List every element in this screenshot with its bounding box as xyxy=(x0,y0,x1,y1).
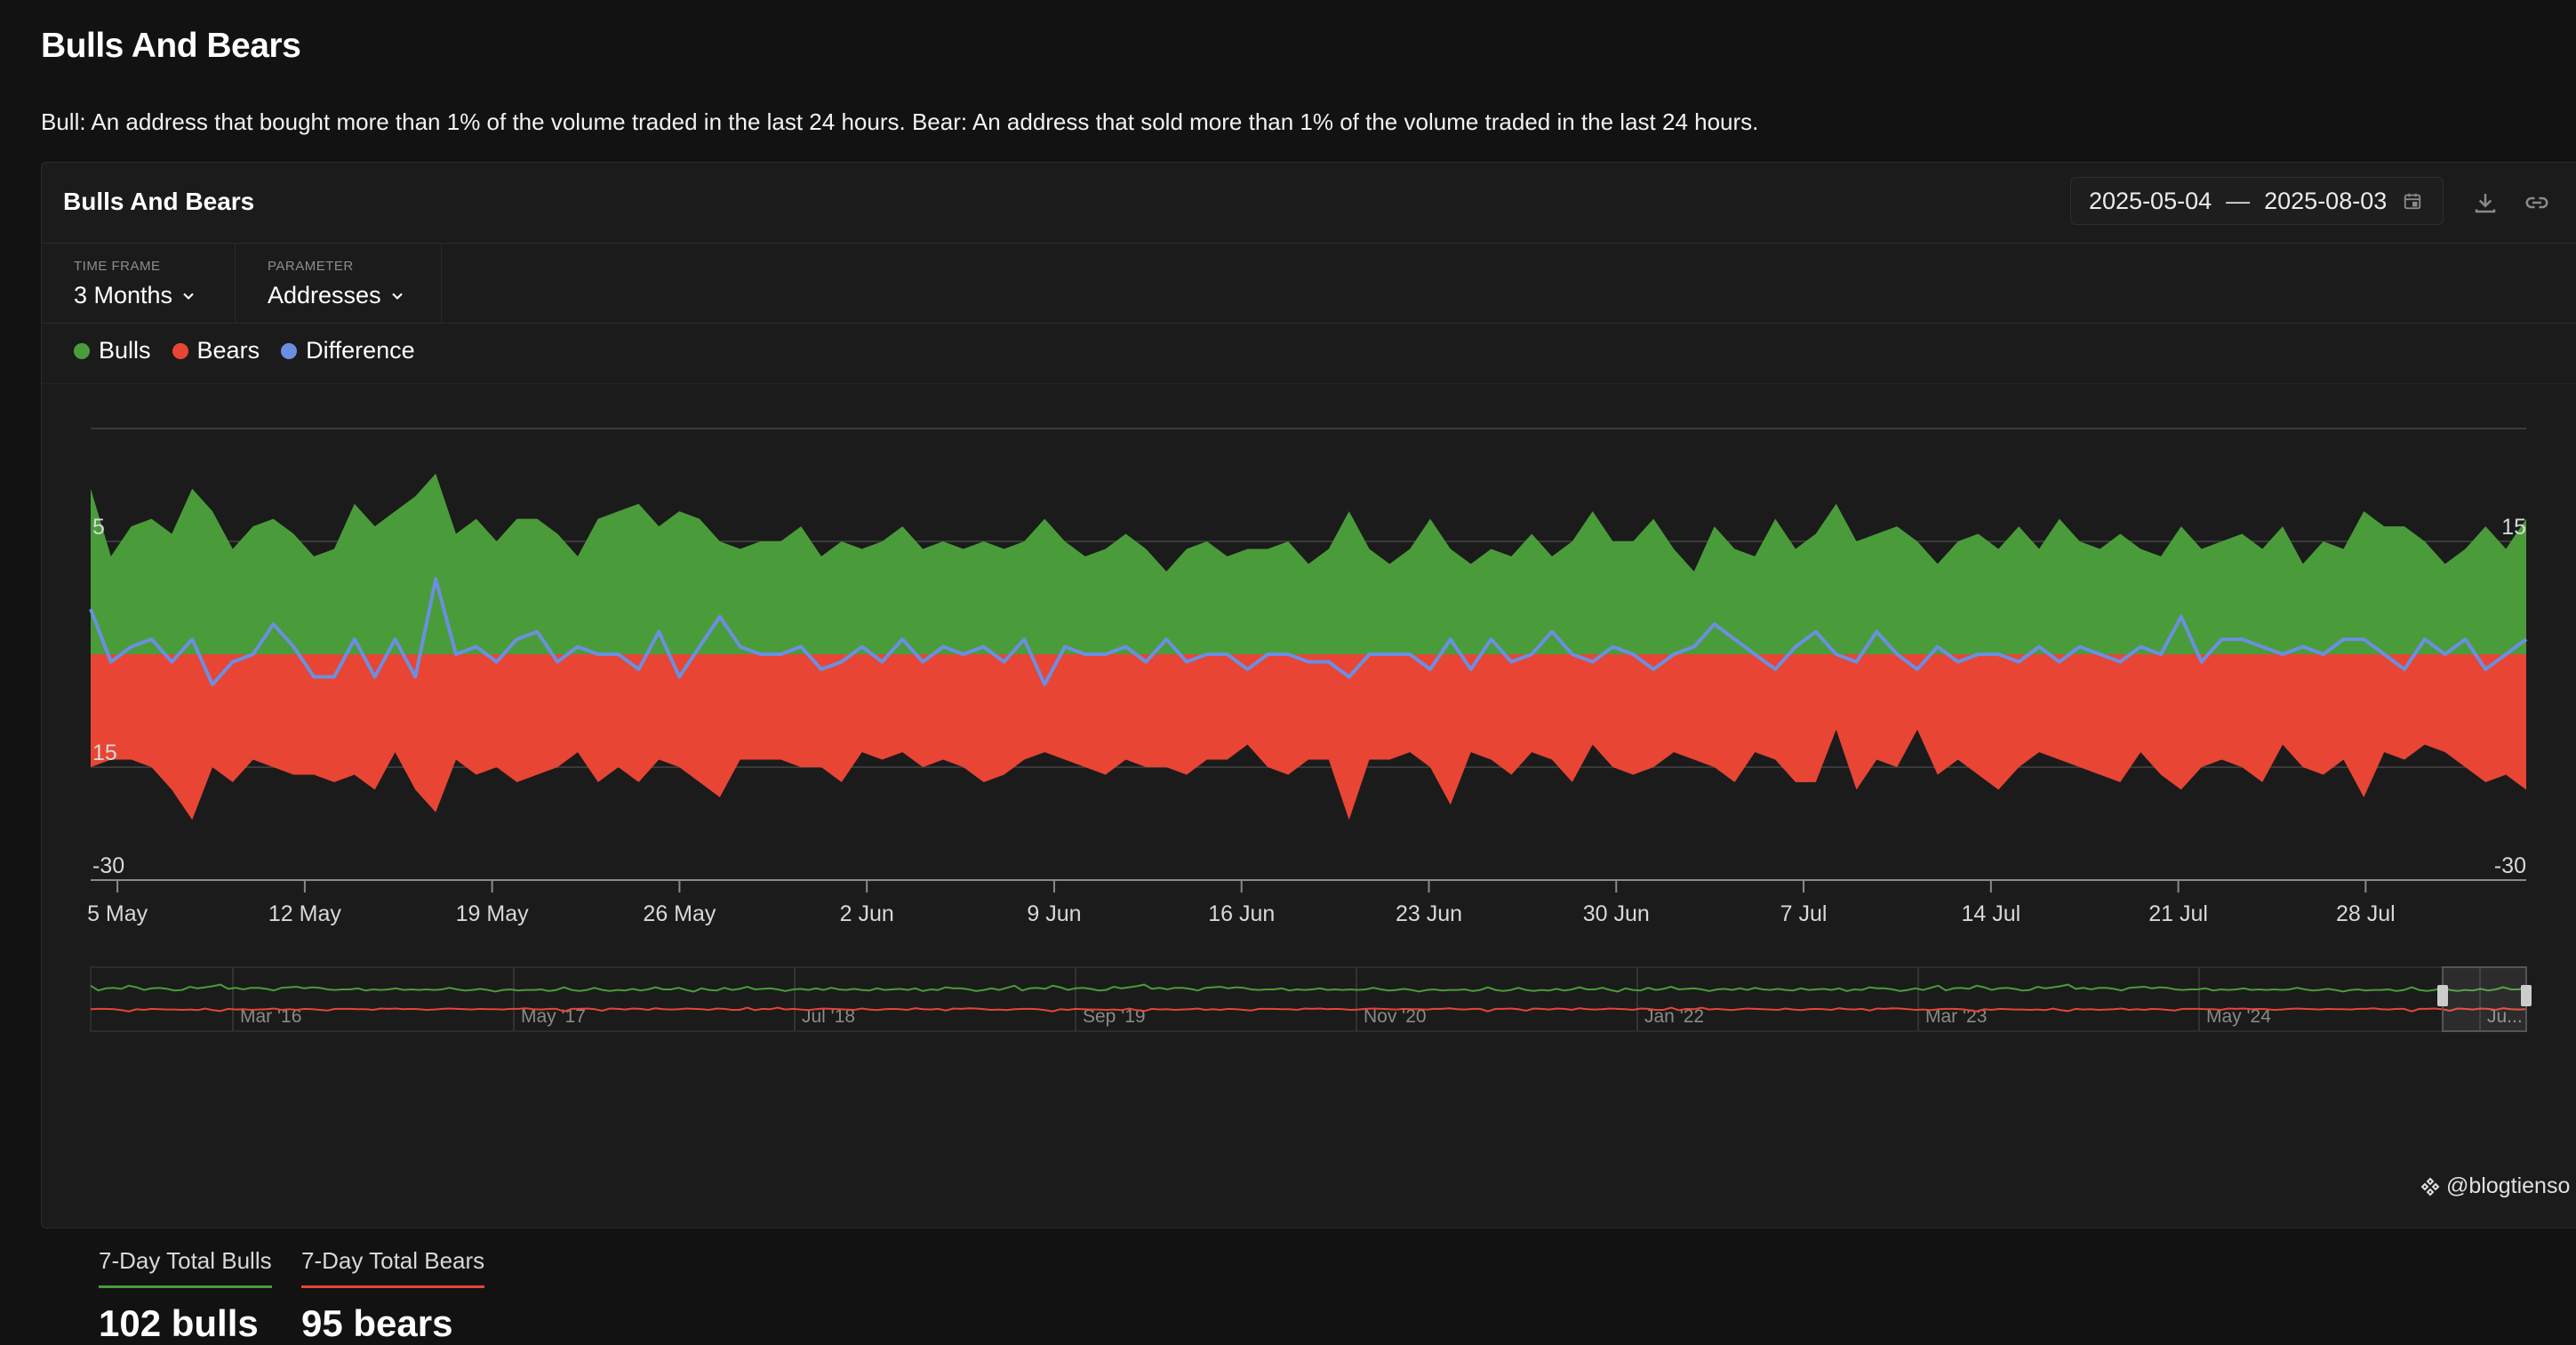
x-tick-label: 12 May xyxy=(268,901,341,926)
y-tick-label-left: -30 xyxy=(92,853,124,878)
stat-tab-bulls[interactable]: 7-Day Total Bulls xyxy=(99,1247,272,1288)
chevron-down-icon xyxy=(183,292,194,300)
parameter-dropdown[interactable]: Addresses xyxy=(268,282,406,309)
legend-dot-difference xyxy=(281,342,298,359)
navigator-label: May '17 xyxy=(521,1006,586,1027)
navigator-bears-line xyxy=(90,1006,2527,1013)
watermark-text: @blogtienso xyxy=(2446,1173,2571,1198)
date-separator: — xyxy=(2226,187,2251,214)
page-title: Bulls And Bears xyxy=(41,27,301,65)
navigator-bulls-line xyxy=(90,983,2527,993)
binance-logo-icon xyxy=(2420,1177,2440,1196)
x-tick-label: 19 May xyxy=(456,901,529,926)
x-tick-label: 28 Jul xyxy=(2336,901,2396,926)
chart-legend: Bulls Bears Difference xyxy=(74,337,415,364)
stat-tab-bears[interactable]: 7-Day Total Bears xyxy=(301,1247,485,1288)
download-icon[interactable] xyxy=(2472,189,2499,216)
navigator-label: Sep '19 xyxy=(1083,1006,1146,1027)
calendar-icon[interactable] xyxy=(2403,191,2422,211)
legend-item-bears[interactable]: Bears xyxy=(172,337,260,364)
parameter-label: PARAMETER xyxy=(268,259,354,274)
legend-label-bears: Bears xyxy=(196,337,260,364)
parameter-value: Addresses xyxy=(268,282,381,308)
y-tick-label-right: -30 xyxy=(2494,853,2526,878)
date-start: 2025-05-04 xyxy=(2089,187,2212,214)
navigator-frame xyxy=(90,966,2527,1032)
legend-item-difference[interactable]: Difference xyxy=(281,337,415,364)
bulls-area xyxy=(91,473,2526,654)
timeframe-dropdown[interactable]: 3 Months xyxy=(74,282,197,309)
x-tick-label: 14 Jul xyxy=(1961,901,2020,926)
timeframe-label: TIME FRAME xyxy=(74,259,161,274)
chevron-down-icon xyxy=(391,292,403,300)
y-tick-label-left: 5 xyxy=(92,515,105,540)
legend-label-difference: Difference xyxy=(306,337,415,364)
x-tick-label: 7 Jul xyxy=(1780,901,1828,926)
bulls-bears-chart[interactable]: 5 May 12 May 19 May 26 May 2 Jun 9 Jun 16 Jun 2… xyxy=(0,0,2576,1067)
x-tick-label: 21 Jul xyxy=(2148,901,2208,926)
legend-divider xyxy=(42,383,2576,384)
navigator-label: May '24 xyxy=(2206,1006,2271,1027)
navigator-selection xyxy=(2442,966,2527,1032)
x-tick-label: 16 Jun xyxy=(1208,901,1275,926)
watermark: @blogtienso xyxy=(2420,1173,2570,1199)
x-tick-label: 5 May xyxy=(87,901,148,926)
link-icon[interactable] xyxy=(2524,189,2550,216)
timeframe-value: 3 Months xyxy=(74,282,173,308)
legend-item-bulls[interactable]: Bulls xyxy=(74,337,151,364)
timeframe-selector[interactable]: TIME FRAME 3 Months xyxy=(42,243,236,323)
x-tick-label: 9 Jun xyxy=(1027,901,1081,926)
parameter-selector[interactable]: PARAMETER Addresses xyxy=(236,243,442,323)
y-tick-label-left: 15 xyxy=(92,741,117,765)
chart-controls: TIME FRAME 3 Months PARAMETER Addresses xyxy=(42,243,2576,324)
navigator-label: Jan '22 xyxy=(1644,1006,1704,1027)
stat-value-bulls: 102 bulls xyxy=(99,1302,259,1344)
navigator-label: Ju... xyxy=(2487,1006,2523,1027)
legend-dot-bears xyxy=(172,342,188,359)
stat-value-bears: 95 bears xyxy=(301,1302,453,1344)
navigator-label: Mar '16 xyxy=(240,1006,301,1027)
x-tick-label: 23 Jun xyxy=(1396,901,1462,926)
date-end: 2025-08-03 xyxy=(2264,187,2388,214)
x-tick-label: 30 Jun xyxy=(1583,901,1650,926)
navigator-handle-left xyxy=(2437,985,2448,1006)
page-description: Bull: An address that bought more than 1… xyxy=(41,108,1759,135)
card-title: Bulls And Bears xyxy=(63,188,255,215)
difference-line xyxy=(89,577,2528,686)
y-tick-label-right: 15 xyxy=(2501,515,2526,540)
navigator-label: Nov '20 xyxy=(1364,1006,1427,1027)
navigator-handle-right xyxy=(2521,985,2532,1006)
x-tick-label: 26 May xyxy=(643,901,716,926)
date-range-picker[interactable]: 2025-05-04 — 2025-08-03 xyxy=(2070,177,2444,225)
x-tick-label: 2 Jun xyxy=(840,901,894,926)
legend-dot-bulls xyxy=(74,342,90,359)
legend-label-bulls: Bulls xyxy=(99,337,151,364)
card-header: Bulls And Bears 2025-05-04 — 2025-08-03 xyxy=(42,163,2576,244)
navigator-label: Jul '18 xyxy=(802,1006,855,1027)
bears-area xyxy=(91,654,2526,821)
